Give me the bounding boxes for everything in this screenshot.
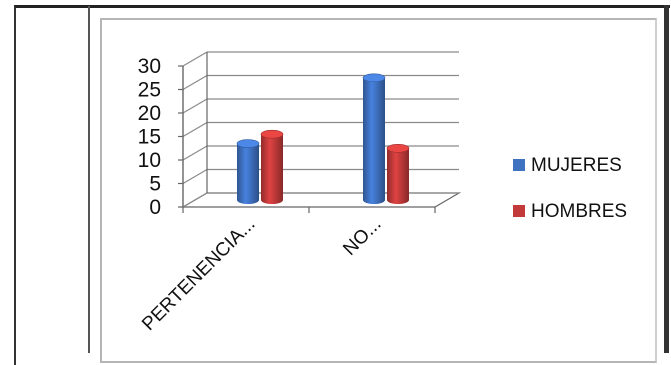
bar-top bbox=[362, 73, 386, 83]
bar bbox=[236, 139, 260, 204]
gridline-side bbox=[182, 121, 208, 138]
bar-body bbox=[363, 77, 385, 204]
page-edge bbox=[664, 5, 669, 353]
bar-body bbox=[387, 148, 409, 204]
y-tick-label: 20 bbox=[138, 102, 161, 125]
x-tick-label: PERTENENCIA... bbox=[138, 214, 259, 335]
gridline-side bbox=[182, 74, 208, 91]
table-divider bbox=[88, 6, 90, 353]
x-tick-label: NO... bbox=[339, 214, 385, 260]
chart-bars bbox=[236, 73, 410, 204]
y-tick-label: 0 bbox=[149, 196, 161, 219]
bar bbox=[260, 129, 284, 204]
bar bbox=[362, 73, 386, 204]
legend-swatch bbox=[513, 159, 525, 171]
bar-body bbox=[237, 143, 259, 204]
bar-top bbox=[260, 129, 284, 139]
y-tick-label: 5 bbox=[149, 173, 161, 196]
gridline-side bbox=[182, 145, 208, 161]
y-tick-label: 25 bbox=[138, 79, 161, 102]
bar-top bbox=[236, 139, 260, 148]
y-tick-label: 15 bbox=[138, 126, 161, 149]
gridline-side bbox=[182, 168, 208, 185]
document-frame bbox=[14, 5, 670, 365]
chart-floor bbox=[180, 192, 462, 208]
legend-label: HOMBRES bbox=[531, 201, 627, 222]
gridline-side bbox=[182, 98, 208, 114]
chart-grid bbox=[180, 51, 462, 208]
gridline-side bbox=[182, 51, 208, 67]
y-tick-label: 10 bbox=[138, 149, 161, 172]
chart-axes bbox=[178, 52, 436, 213]
chart-legend: MUJERES HOMBRES bbox=[513, 155, 627, 222]
bar-top bbox=[386, 144, 410, 153]
legend-label: MUJERES bbox=[531, 155, 622, 176]
legend-swatch bbox=[513, 205, 525, 217]
bar-body bbox=[261, 134, 283, 204]
y-tick-label: 30 bbox=[138, 55, 161, 78]
bar bbox=[386, 144, 410, 204]
gridline-side bbox=[182, 192, 208, 208]
